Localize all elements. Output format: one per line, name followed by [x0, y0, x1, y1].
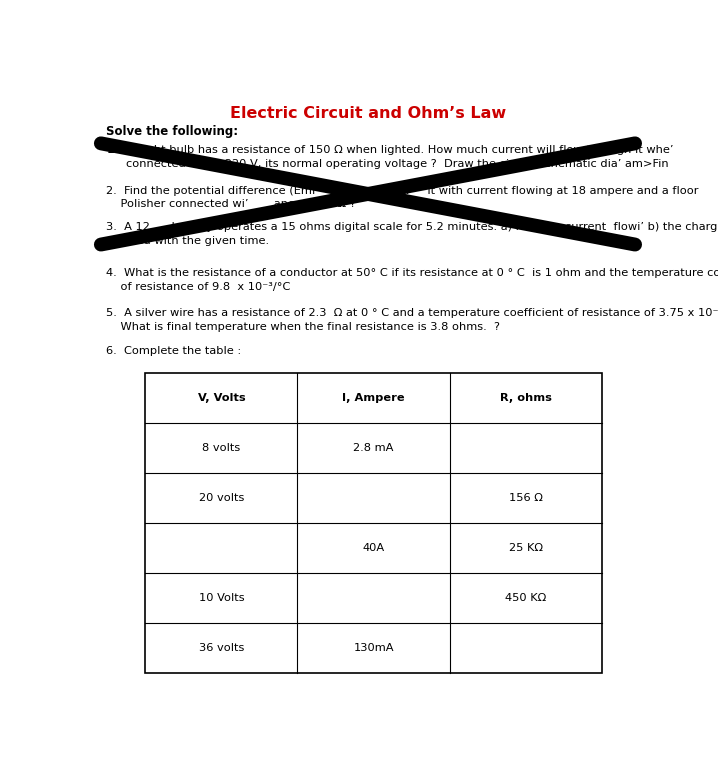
Text: 10 Volts: 10 Volts: [199, 593, 244, 603]
Text: 156 Ω: 156 Ω: [508, 492, 543, 502]
Text: 8 volts: 8 volts: [202, 443, 241, 453]
Bar: [145, 373, 602, 673]
Text: 1.: 1.: [106, 145, 118, 155]
Text: connected acro’  220 V, its normal operating voltage ?  Draw the circuit schemat: connected acro’ 220 V, its normal operat…: [126, 158, 668, 169]
Text: Solve the following:: Solve the following:: [106, 125, 238, 138]
Text: 6.  Complete the table :: 6. Complete the table :: [106, 346, 242, 356]
Text: 25 KΩ: 25 KΩ: [508, 543, 543, 553]
Text: 2.8 mA: 2.8 mA: [353, 443, 393, 453]
Text: 36 volts: 36 volts: [199, 643, 244, 653]
Text: 2.  Find the potential difference (Emf’         ain electri’    it with current : 2. Find the potential difference (Emf’ a…: [106, 186, 699, 196]
Text: Electric Circuit and Ohm’s Law: Electric Circuit and Ohm’s Law: [230, 106, 506, 121]
Text: R, ohms: R, ohms: [500, 393, 551, 403]
Text: 130mA: 130mA: [353, 643, 393, 653]
Text: What is final temperature when the final resistance is 3.8 ohms.  ?: What is final temperature when the final…: [106, 322, 500, 332]
Text: 450 KΩ: 450 KΩ: [505, 593, 546, 603]
Text: of resistance of 9.8  x 10⁻³/°C: of resistance of 9.8 x 10⁻³/°C: [106, 282, 291, 292]
Text: in light bulb has a resistance of 150 Ω when lighted. How much current will flow: in light bulb has a resistance of 150 Ω …: [126, 145, 673, 155]
Text: 40A: 40A: [363, 543, 385, 553]
Text: erred with the given time.: erred with the given time.: [106, 236, 269, 246]
Text: 3.  A 12      battery operates a 15 ohms digital scale for 5.2 minutes. a) Find : 3. A 12 battery operates a 15 ohms digit…: [106, 222, 718, 232]
Text: 20 volts: 20 volts: [199, 492, 244, 502]
Text: V, Volts: V, Volts: [197, 393, 246, 403]
Text: Polisher connected wi’       ance of 12 Ω ?: Polisher connected wi’ ance of 12 Ω ?: [106, 199, 356, 209]
Text: 5.  A silver wire has a resistance of 2.3  Ω at 0 ° C and a temperature coeffici: 5. A silver wire has a resistance of 2.3…: [106, 308, 718, 318]
Text: I, Ampere: I, Ampere: [342, 393, 405, 403]
Text: 4.  What is the resistance of a conductor at 50° C if its resistance at 0 ° C  i: 4. What is the resistance of a conductor…: [106, 268, 718, 278]
